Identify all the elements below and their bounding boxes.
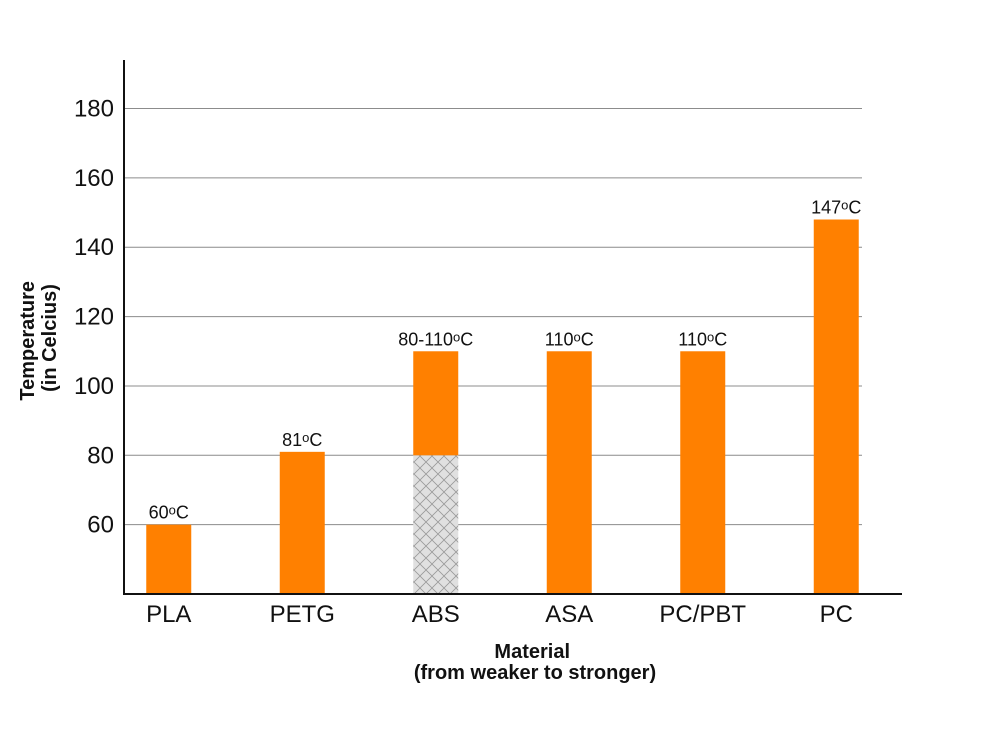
y-tick-label-160: 160 (74, 165, 114, 192)
y-tick-labels: 60 80 100 120 140 160 180 (74, 96, 114, 539)
bar-abs-range-low (413, 455, 459, 594)
y-axis-title-line2: (in Celcius) (39, 284, 61, 392)
y-tick-label-120: 120 (74, 304, 114, 331)
bar-pc-pbt (680, 351, 726, 594)
x-category-labels: PLA PETG ABS ASA PC/PBT PC (146, 601, 853, 628)
y-axis-title: Temperature (in Celcius) (17, 275, 61, 400)
data-label-pla: 60oC (149, 503, 189, 523)
y-axis-title-line1: Temperature (17, 281, 39, 401)
data-label-asa: 110oC (545, 329, 594, 349)
y-tick-label-60: 60 (87, 512, 114, 539)
bar-pc (813, 219, 859, 594)
bars (146, 219, 859, 594)
x-axis-title-line2: (from weaker to stronger) (414, 662, 656, 684)
bar-abs (413, 351, 459, 456)
x-category-label-pc: PC (820, 601, 853, 628)
data-label-pc-pbt: 110oC (678, 329, 727, 349)
y-tick-label-100: 100 (74, 373, 114, 400)
data-labels: 60oC 81oC 80-110oC 110oC 110oC 147oC (149, 198, 862, 523)
x-category-label-pc-pbt: PC/PBT (659, 601, 746, 628)
axes (123, 60, 902, 595)
y-tick-label-140: 140 (74, 234, 114, 261)
y-tick-label-80: 80 (87, 442, 114, 469)
bar-asa (546, 351, 592, 594)
data-label-petg: 81oC (282, 430, 322, 450)
gridlines (124, 108, 862, 526)
x-category-label-pla: PLA (146, 601, 191, 628)
x-category-label-abs: ABS (412, 601, 460, 628)
bar-petg (279, 451, 325, 594)
data-label-abs: 80-110oC (398, 329, 473, 349)
x-category-label-asa: ASA (545, 601, 593, 628)
x-category-label-petg: PETG (270, 601, 335, 628)
data-label-pc: 147oC (811, 198, 861, 218)
y-tick-label-180: 180 (74, 96, 114, 123)
x-axis-title: Material (from weaker to stronger) (414, 641, 656, 684)
x-axis-title-line1: Material (494, 641, 570, 663)
bar-pla (146, 524, 192, 594)
